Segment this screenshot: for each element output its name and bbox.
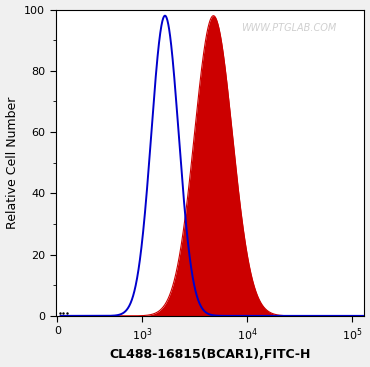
Text: WWW.PTGLAB.COM: WWW.PTGLAB.COM bbox=[241, 23, 336, 33]
Y-axis label: Relative Cell Number: Relative Cell Number bbox=[6, 97, 18, 229]
X-axis label: CL488-16815(BCAR1),FITC-H: CL488-16815(BCAR1),FITC-H bbox=[109, 348, 311, 361]
